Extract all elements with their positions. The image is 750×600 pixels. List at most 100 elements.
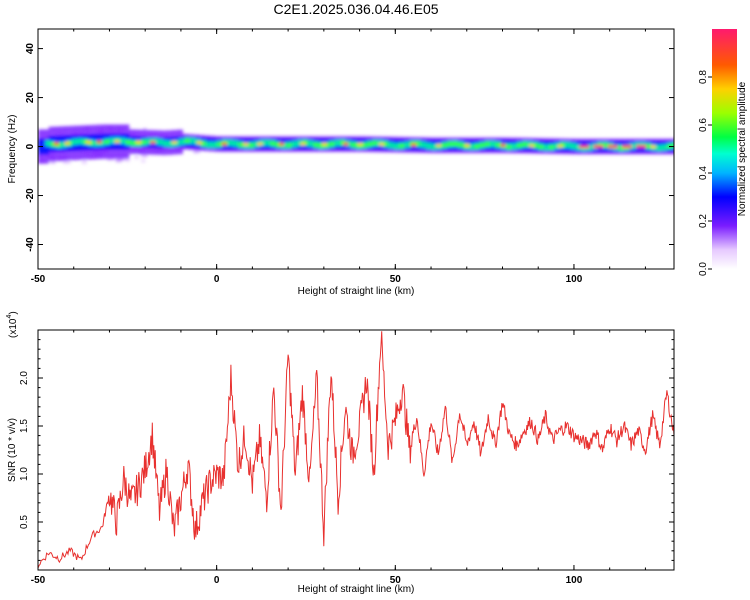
heatmap-cell	[130, 140, 137, 147]
snr-y-axis-label: SNR (10 * v/v)	[7, 418, 18, 482]
colorbar-tick-label: 0.6	[698, 118, 709, 132]
heatmap-x-tick-label: 50	[390, 274, 402, 285]
heatmap-cell	[238, 141, 244, 148]
heatmap-hot-cell	[114, 140, 120, 144]
heatmap-hot-cell	[621, 145, 632, 149]
snr-series-line	[38, 331, 674, 569]
heatmap-hot-cell	[557, 144, 563, 148]
heatmap-cell	[120, 138, 126, 144]
heatmap-hot-cell	[464, 143, 470, 147]
heatmap-cell	[554, 143, 560, 149]
heatmap-cell	[538, 143, 544, 150]
heatmap-hot-cell	[96, 140, 102, 144]
heatmap-cell	[307, 140, 314, 147]
heatmap-area	[38, 124, 674, 165]
heatmap-hot-cell	[64, 141, 70, 145]
heatmap-cell	[104, 138, 110, 145]
snr-y-tick-label: 2.0	[19, 371, 30, 385]
colorbar-gradient	[712, 29, 737, 269]
heatmap-hot-cell	[300, 142, 306, 146]
heatmap-cell	[425, 143, 432, 149]
heatmap-cell	[672, 142, 674, 149]
heatmap-cell	[645, 143, 652, 150]
heatmap-cell	[248, 142, 255, 149]
heatmap-x-tick-label: 0	[214, 274, 220, 285]
heatmap-cell	[118, 157, 124, 162]
heatmap-cell	[45, 140, 51, 147]
heatmap-cell	[168, 140, 175, 147]
heatmap-cell	[193, 149, 198, 154]
heatmap-hot-cell	[343, 142, 349, 146]
heatmap-cell	[629, 143, 635, 150]
heatmap-cell	[586, 144, 593, 151]
heatmap-cell	[388, 142, 394, 149]
heatmap-cell	[270, 140, 276, 147]
snr-y-tick-label: 1.5	[19, 419, 30, 433]
heatmap-cell	[146, 138, 153, 145]
snr-y-multiplier-exp: 4	[6, 315, 13, 319]
heatmap-hot-cell	[529, 144, 535, 148]
heatmap-cell	[511, 143, 518, 150]
heatmap-cell	[457, 141, 464, 148]
heatmap-hot-cell	[150, 141, 156, 144]
heatmap-x-tick-label: 100	[566, 274, 583, 285]
heatmap-cell	[115, 158, 122, 163]
heatmap-cell	[122, 157, 129, 161]
heatmap-hot-cell	[500, 143, 506, 147]
heatmap-cell	[452, 140, 459, 147]
snr-x-axis-label: Height of straight line (km)	[298, 584, 415, 595]
heatmap-cell	[216, 141, 223, 148]
heatmap-y-tick-label: -20	[25, 188, 36, 203]
heatmap-y-tick-label: 40	[25, 43, 36, 55]
heatmap-cell	[109, 137, 116, 144]
heatmap-hot-cell	[86, 140, 92, 144]
heatmap-cell	[489, 141, 496, 147]
heatmap-cell	[398, 142, 405, 149]
heatmap-hot-cell	[136, 140, 142, 144]
heatmap-cell	[548, 144, 555, 151]
heatmap-cell	[50, 141, 57, 148]
heatmap-cell	[532, 142, 539, 149]
heatmap-y-tick-label: -40	[25, 237, 36, 252]
heatmap-x-tick-label: -50	[31, 274, 46, 285]
heatmap-hot-cell	[53, 142, 59, 146]
heatmap-hot-cell	[243, 142, 249, 146]
heatmap-cell	[189, 137, 196, 144]
heatmap-hot-cell	[257, 142, 263, 146]
heatmap-cell	[211, 141, 217, 148]
heatmap-panel: -50 0 50 100 -40 -20 0 20 40 Height of straight …	[7, 28, 675, 297]
heatmap-cell	[141, 159, 146, 163]
heatmap-cell	[205, 141, 212, 148]
heatmap-cell	[414, 140, 421, 147]
heatmap-cell	[264, 139, 271, 146]
heatmap-cell	[142, 128, 148, 132]
heatmap-cell	[350, 141, 357, 148]
heatmap-cell	[484, 141, 491, 148]
heatmap-hot-cell	[579, 145, 590, 149]
heatmap-cell	[361, 142, 367, 149]
heatmap-cell	[334, 139, 341, 146]
snr-y-tick-label: 0.5	[19, 515, 30, 529]
heatmap-hot-cell	[357, 142, 363, 146]
heatmap-cell	[656, 145, 662, 151]
heatmap-cell	[441, 142, 448, 149]
heatmap-cell	[291, 141, 298, 147]
heatmap-cell	[393, 143, 400, 150]
heatmap-hot-cell	[196, 141, 202, 145]
heatmap-cell	[184, 137, 191, 144]
heatmap-cell	[313, 141, 319, 148]
heatmap-cell	[565, 142, 571, 148]
heatmap-x-axis-label: Height of straight line (km)	[298, 286, 415, 297]
heatmap-cell	[43, 138, 49, 155]
heatmap-cell	[372, 140, 378, 147]
heatmap-cell	[506, 143, 512, 150]
colorbar-tick-label: 0.8	[698, 70, 709, 84]
heatmap-cell	[179, 138, 185, 145]
heatmap-cell	[382, 141, 389, 147]
heatmap-hot-cell	[636, 145, 647, 149]
svg-text:(x104): (x104)	[6, 311, 19, 338]
heatmap-cell	[329, 141, 335, 147]
heatmap-cell	[141, 152, 148, 158]
colorbar-tick-label: 0.2	[698, 214, 709, 228]
